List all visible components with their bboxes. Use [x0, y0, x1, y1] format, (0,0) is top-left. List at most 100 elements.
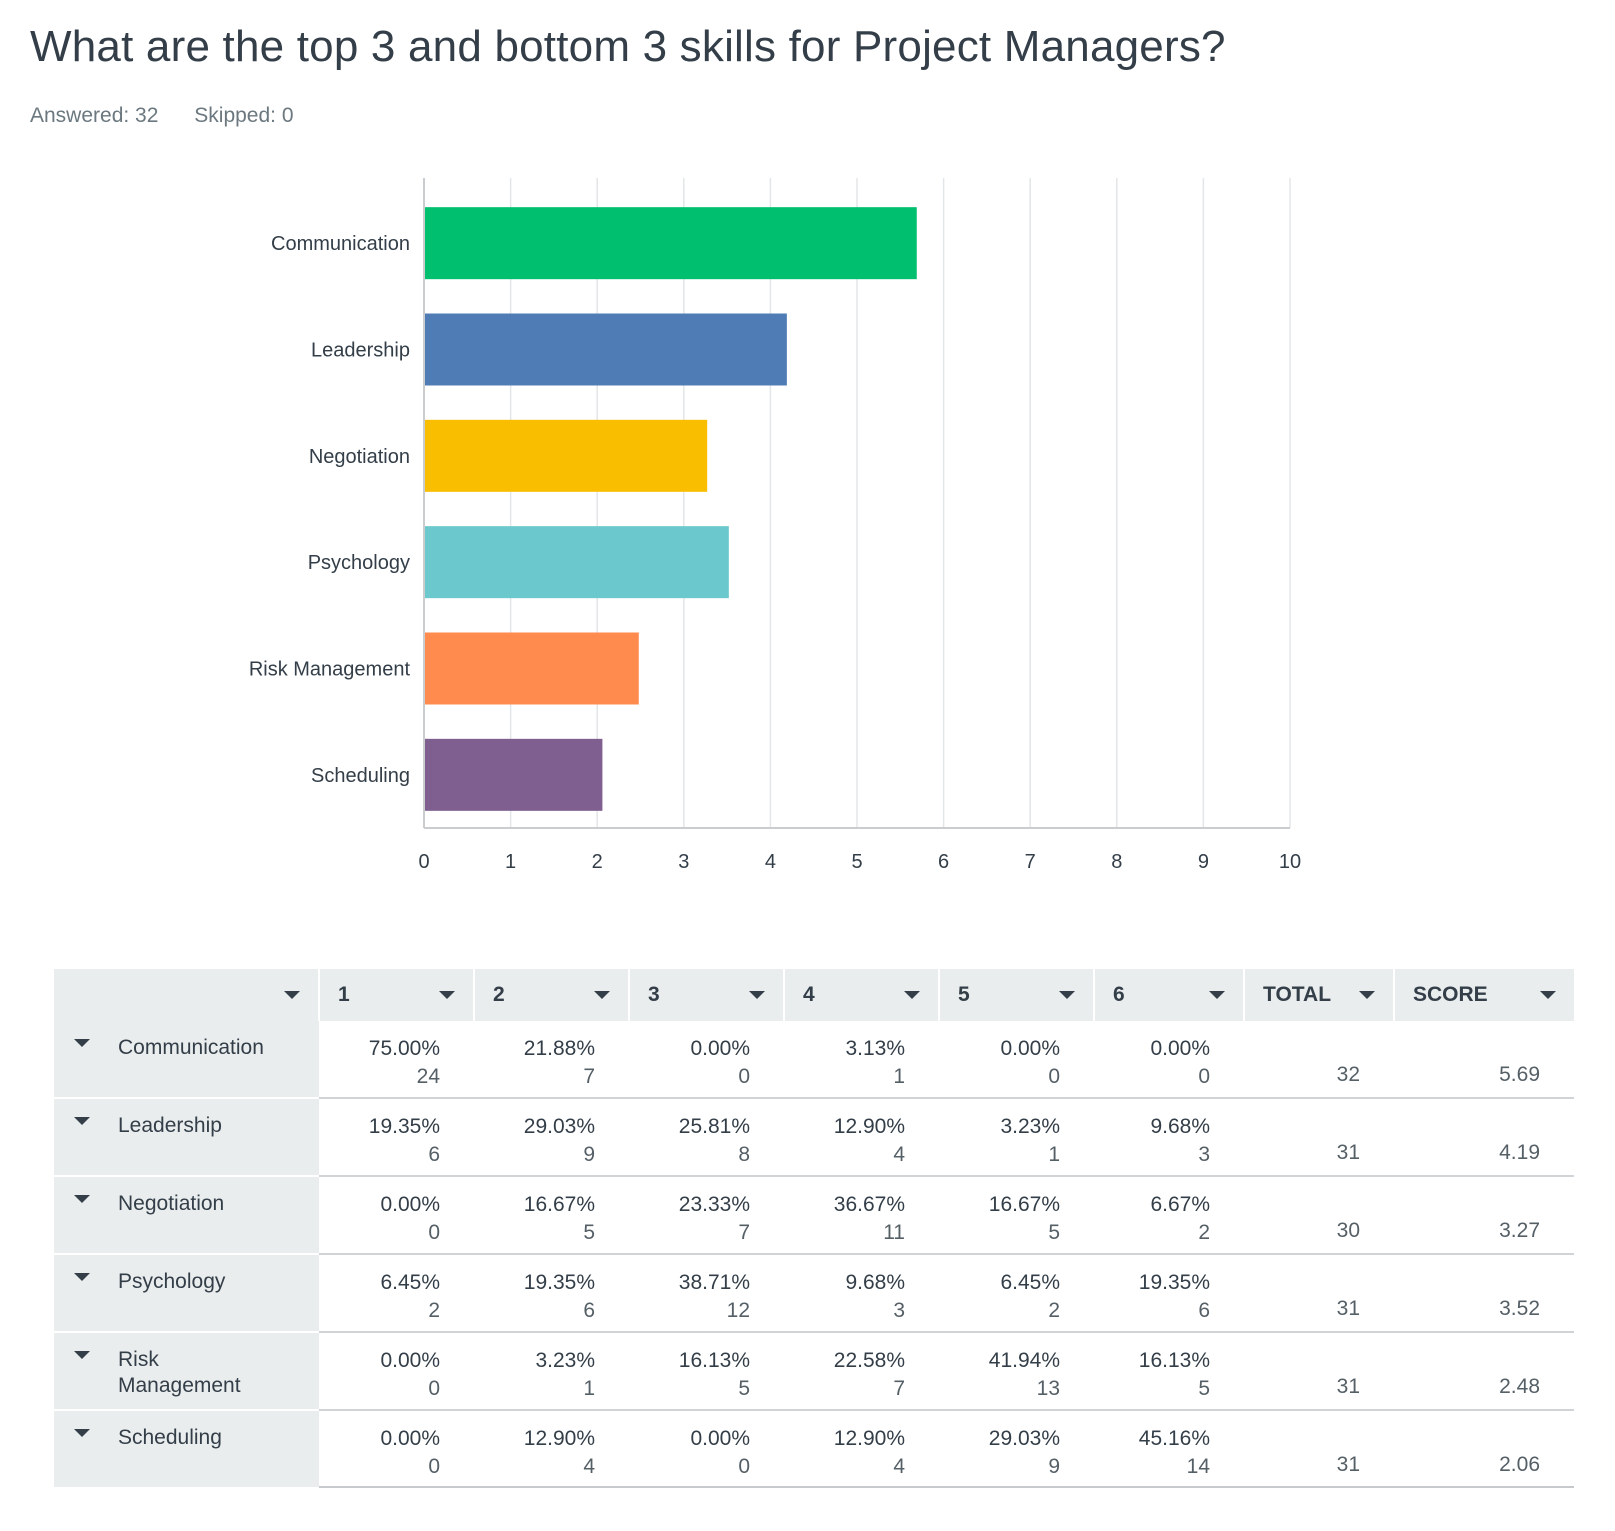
table-header-row: 1 2 3 4 5 6 TOTAL SCORE: [54, 969, 1574, 1021]
x-tick-label: 1: [505, 851, 516, 873]
column-header-5[interactable]: 5: [938, 969, 1094, 1021]
column-header-score[interactable]: SCORE: [1393, 969, 1574, 1021]
percent-value: 0.00%: [380, 1349, 440, 1372]
percent-value: 12.90%: [523, 1427, 595, 1450]
percent-value: 0.00%: [690, 1037, 750, 1060]
count-value: 9: [1048, 1455, 1060, 1478]
count-value: 7: [738, 1221, 750, 1244]
sort-caret-icon[interactable]: [1359, 991, 1375, 999]
percent-value: 21.88%: [523, 1037, 595, 1060]
sort-caret-icon[interactable]: [904, 991, 920, 999]
sort-caret-icon[interactable]: [284, 991, 300, 999]
row-label: Negotiation: [118, 1192, 225, 1215]
score-value: 4.19: [1394, 1098, 1574, 1177]
count-value: 0: [428, 1221, 440, 1244]
expand-caret-icon[interactable]: [74, 1273, 90, 1282]
row-label: Scheduling: [118, 1426, 222, 1449]
bar-communication[interactable]: [424, 207, 917, 280]
count-value: 0: [1198, 1065, 1210, 1088]
bar-leadership[interactable]: [424, 313, 787, 386]
x-tick-label: 7: [1025, 851, 1036, 873]
count-value: 0: [738, 1455, 750, 1478]
column-header-text: SCORE: [1413, 983, 1488, 1006]
percent-value: 75.00%: [368, 1037, 440, 1060]
percent-value: 0.00%: [380, 1193, 440, 1216]
answered-count: Answered: 32: [30, 104, 159, 127]
table-body: Communication 75.00% 24 21.88% 7 0.00% 0 3.13% 1…: [54, 1021, 1574, 1488]
x-tick-label: 5: [851, 851, 862, 873]
score-value: 3.27: [1394, 1176, 1574, 1255]
sort-caret-icon[interactable]: [1209, 991, 1225, 999]
category-label: Risk Management: [249, 659, 411, 681]
expand-caret-icon[interactable]: [74, 1351, 90, 1360]
expand-caret-icon[interactable]: [74, 1195, 90, 1204]
column-header-3[interactable]: 3: [628, 969, 784, 1021]
rank-cell: 21.88% 7: [474, 1021, 629, 1099]
column-header-label[interactable]: [54, 969, 319, 1021]
results-table: 1 2 3 4 5 6 TOTAL SCORE Communication 75.00% 24 21…: [54, 969, 1574, 1488]
rank-cell: 12.90% 4: [474, 1410, 629, 1488]
bar-psychology[interactable]: [424, 526, 729, 599]
rank-cell: 36.67% 11: [784, 1176, 939, 1255]
percent-value: 9.68%: [1150, 1115, 1210, 1138]
count-value: 14: [1186, 1455, 1210, 1478]
bar-negotiation[interactable]: [424, 419, 708, 492]
category-label: Psychology: [308, 552, 410, 574]
column-header-total[interactable]: TOTAL: [1243, 969, 1394, 1021]
total-value: 32: [1244, 1021, 1394, 1099]
percent-value: 41.94%: [988, 1349, 1060, 1372]
rank-cell: 0.00% 0: [1094, 1021, 1244, 1099]
rank-cell: 29.03% 9: [474, 1098, 629, 1177]
percent-value: 19.35%: [523, 1271, 595, 1294]
x-tick-label: 9: [1198, 851, 1209, 873]
column-header-2[interactable]: 2: [473, 969, 629, 1021]
results-table-container: 1 2 3 4 5 6 TOTAL SCORE Communication 75.00% 24 21…: [54, 969, 1574, 1488]
row-label: Psychology: [118, 1270, 226, 1293]
column-header-text: TOTAL: [1263, 983, 1332, 1006]
count-value: 3: [893, 1299, 905, 1322]
column-header-6[interactable]: 6: [1093, 969, 1244, 1021]
expand-caret-icon[interactable]: [74, 1117, 90, 1126]
column-header-text: 2: [493, 983, 505, 1006]
percent-value: 9.68%: [845, 1271, 905, 1294]
table-row: Leadership 19.35% 6 29.03% 9 25.81% 8 12.90% 4 3.…: [54, 1098, 1574, 1177]
expand-caret-icon[interactable]: [74, 1429, 90, 1438]
bar-scheduling[interactable]: [424, 738, 603, 811]
score-value: 3.52: [1394, 1254, 1574, 1333]
rank-cell: 0.00% 0: [319, 1332, 474, 1411]
bar-risk-management[interactable]: [424, 632, 639, 705]
count-value: 9: [583, 1143, 595, 1166]
x-tick-label: 6: [938, 851, 949, 873]
count-value: 5: [1048, 1221, 1060, 1244]
column-header-4[interactable]: 4: [783, 969, 939, 1021]
sort-caret-icon[interactable]: [594, 991, 610, 999]
category-label: Scheduling: [311, 765, 410, 787]
rank-cell: 0.00% 0: [939, 1021, 1094, 1099]
sort-caret-icon[interactable]: [1059, 991, 1075, 999]
sort-caret-icon[interactable]: [439, 991, 455, 999]
row-label: Risk Management: [118, 1348, 241, 1397]
rank-cell: 23.33% 7: [629, 1176, 784, 1255]
column-header-1[interactable]: 1: [318, 969, 474, 1021]
rank-cell: 16.67% 5: [474, 1176, 629, 1255]
sort-caret-icon[interactable]: [749, 991, 765, 999]
percent-value: 12.90%: [833, 1427, 905, 1450]
row-label-cell: Communication: [54, 1021, 319, 1099]
rank-cell: 6.67% 2: [1094, 1176, 1244, 1255]
count-value: 5: [583, 1221, 595, 1244]
table-row: Negotiation 0.00% 0 16.67% 5 23.33% 7 36.67% 11 1…: [54, 1176, 1574, 1255]
percent-value: 19.35%: [1138, 1271, 1210, 1294]
percent-value: 23.33%: [678, 1193, 750, 1216]
count-value: 2: [428, 1299, 440, 1322]
count-value: 7: [893, 1377, 905, 1400]
rank-cell: 16.13% 5: [629, 1332, 784, 1411]
expand-caret-icon[interactable]: [74, 1039, 90, 1048]
percent-value: 19.35%: [368, 1115, 440, 1138]
sort-caret-icon[interactable]: [1540, 991, 1556, 999]
column-header-text: 6: [1113, 983, 1125, 1006]
percent-value: 36.67%: [833, 1193, 905, 1216]
count-value: 12: [726, 1299, 750, 1322]
category-label: Negotiation: [309, 446, 410, 468]
count-value: 24: [416, 1065, 440, 1088]
skipped-count: Skipped: 0: [194, 104, 294, 127]
